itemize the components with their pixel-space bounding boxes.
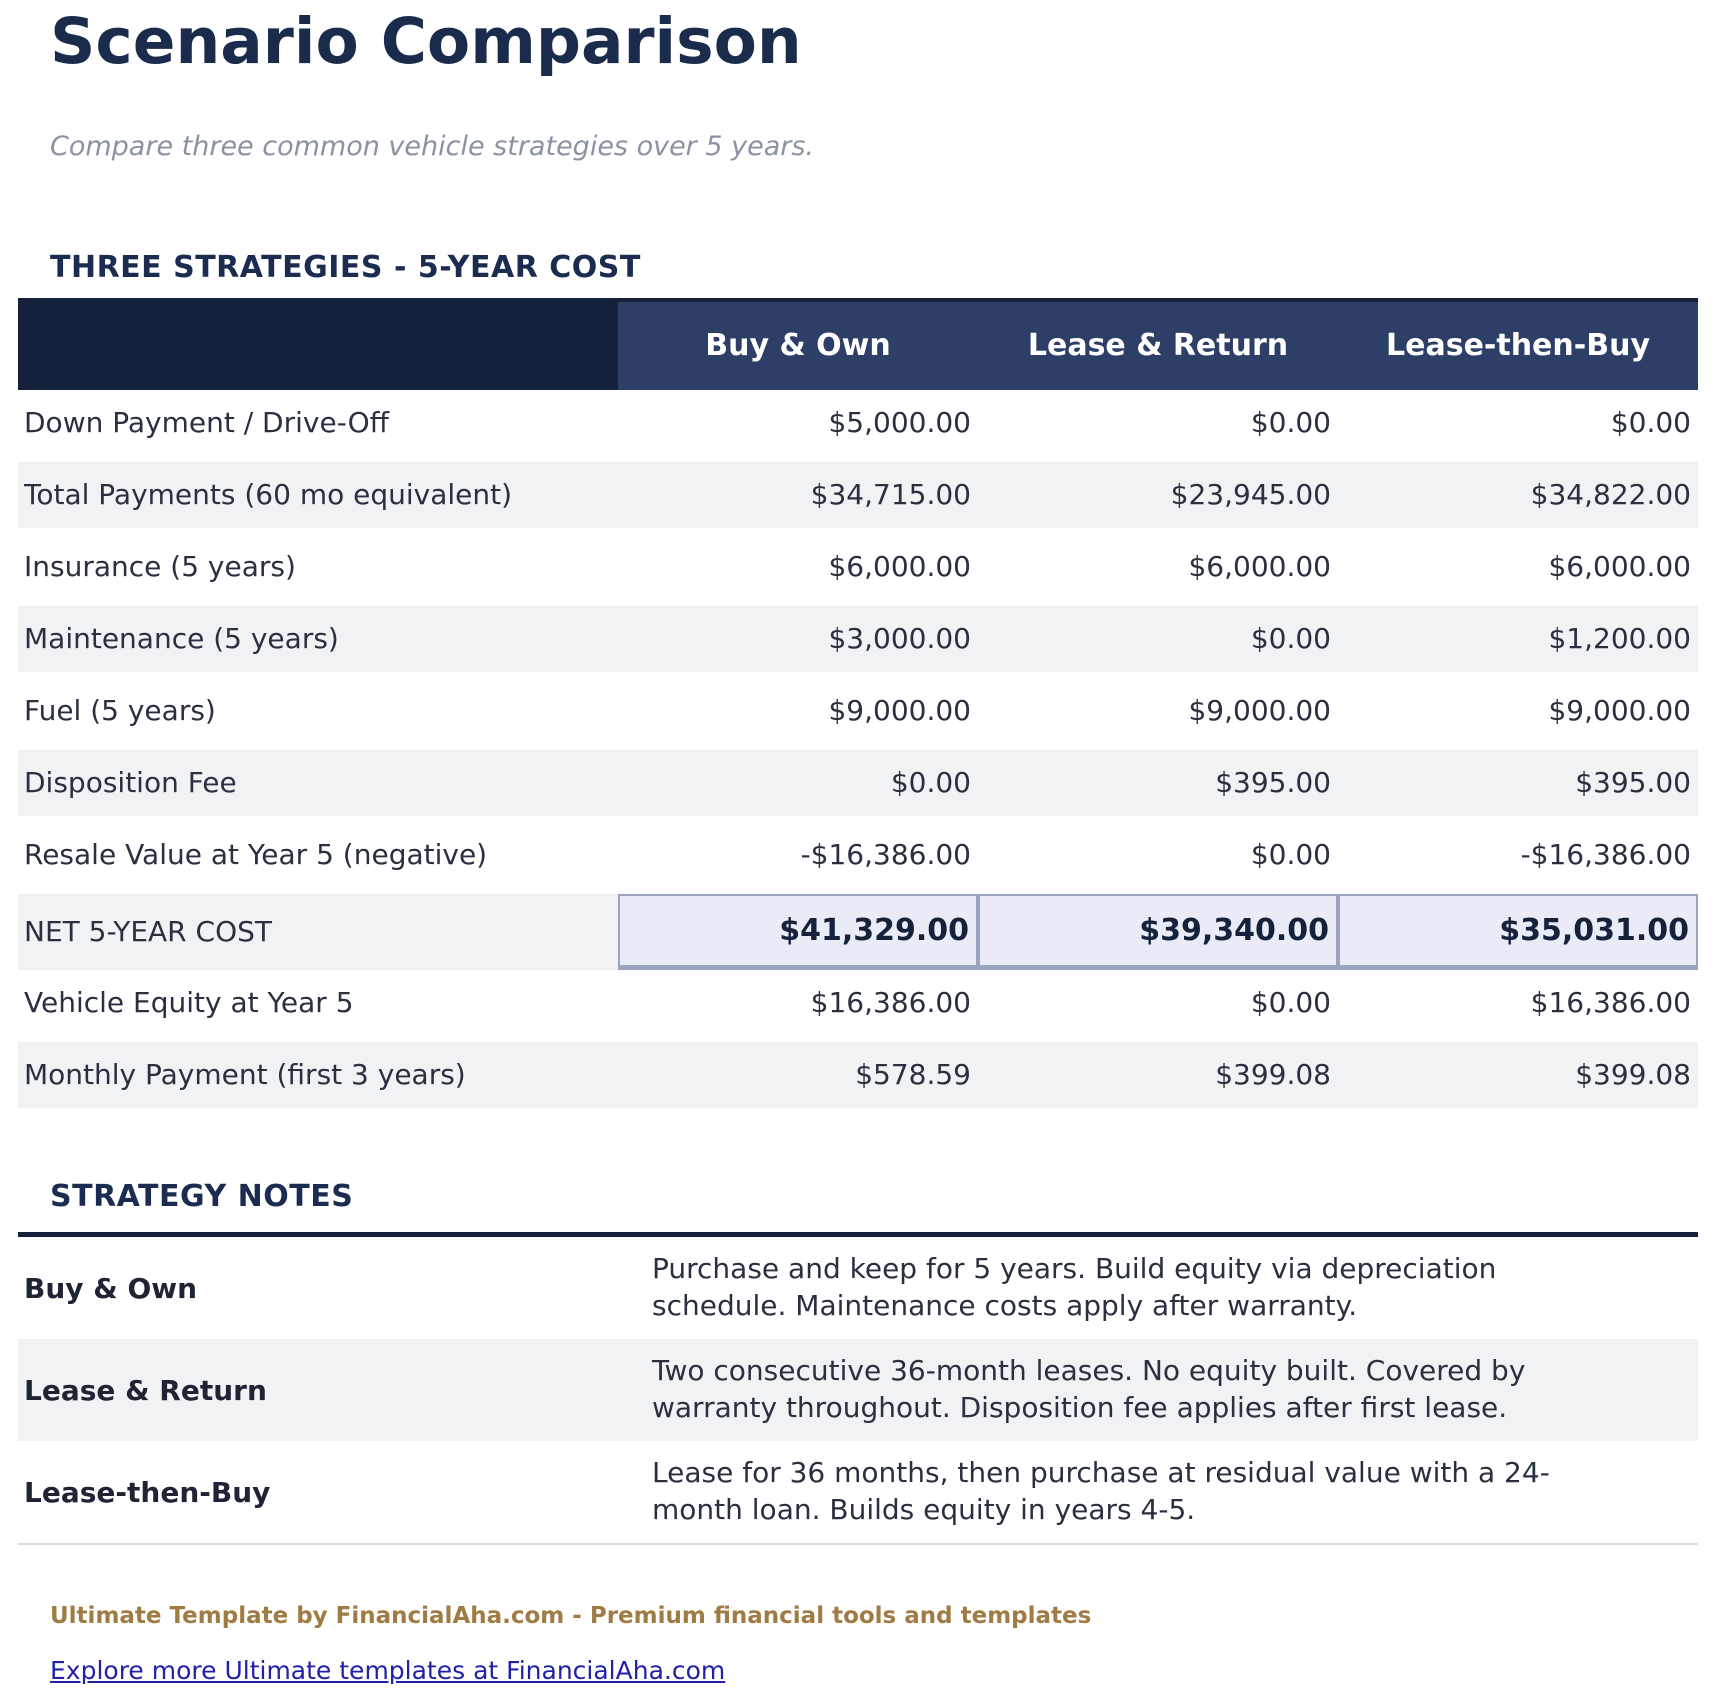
row-value: $0.00 xyxy=(978,969,1338,1042)
note-text: Purchase and keep for 5 years. Build equ… xyxy=(618,1237,1698,1340)
column-header-buy-own: Buy & Own xyxy=(618,297,978,390)
row-value: $399.08 xyxy=(1338,1041,1698,1114)
net-cost-row: NET 5-YEAR COST $41,329.00 $39,340.00 $3… xyxy=(18,893,1698,970)
row-value: $578.59 xyxy=(618,1041,978,1114)
row-label: Down Payment / Drive-Off xyxy=(18,389,618,462)
table-row: Monthly Payment (first 3 years) $578.59 … xyxy=(18,1041,1698,1114)
row-value: $0.00 xyxy=(978,605,1338,678)
table-row: Vehicle Equity at Year 5 $16,386.00 $0.0… xyxy=(18,969,1698,1042)
section-title-comparison: THREE STRATEGIES - 5-YEAR COST xyxy=(50,250,641,286)
row-value: $16,386.00 xyxy=(618,969,978,1042)
row-value: $9,000.00 xyxy=(978,677,1338,750)
table-row: Down Payment / Drive-Off $5,000.00 $0.00… xyxy=(18,389,1698,462)
row-label: Fuel (5 years) xyxy=(18,677,618,750)
table-row: Insurance (5 years) $6,000.00 $6,000.00 … xyxy=(18,533,1698,606)
row-value: $34,715.00 xyxy=(618,461,978,534)
note-label: Lease & Return xyxy=(18,1339,618,1442)
note-label: Lease-then-Buy xyxy=(18,1441,618,1544)
column-header-lease-then-buy: Lease-then-Buy xyxy=(1338,297,1698,390)
corner-cell xyxy=(18,297,618,390)
row-label: Monthly Payment (first 3 years) xyxy=(18,1041,618,1114)
row-value: $399.08 xyxy=(978,1041,1338,1114)
row-label: Disposition Fee xyxy=(18,749,618,822)
row-value: $6,000.00 xyxy=(1338,533,1698,606)
explore-templates-link[interactable]: Explore more Ultimate templates at Finan… xyxy=(50,1656,726,1686)
note-label: Buy & Own xyxy=(18,1237,618,1340)
row-value: $6,000.00 xyxy=(618,533,978,606)
row-label: Insurance (5 years) xyxy=(18,533,618,606)
table-row: Maintenance (5 years) $3,000.00 $0.00 $1… xyxy=(18,605,1698,678)
note-row: Lease-then-Buy Lease for 36 months, then… xyxy=(18,1441,1698,1544)
column-header-lease-return: Lease & Return xyxy=(978,297,1338,390)
row-value: -$16,386.00 xyxy=(1338,821,1698,894)
section-title-notes: STRATEGY NOTES xyxy=(50,1178,354,1214)
row-value: $0.00 xyxy=(1338,389,1698,462)
branding-text: Ultimate Template by FinancialAha.com - … xyxy=(50,1603,1092,1630)
row-value: $9,000.00 xyxy=(618,677,978,750)
net-cost-value: $39,340.00 xyxy=(978,893,1338,970)
note-text: Lease for 36 months, then purchase at re… xyxy=(618,1441,1698,1544)
row-value: $3,000.00 xyxy=(618,605,978,678)
row-label: Total Payments (60 mo equivalent) xyxy=(18,461,618,534)
row-value: $16,386.00 xyxy=(1338,969,1698,1042)
note-text: Two consecutive 36-month leases. No equi… xyxy=(618,1339,1698,1442)
row-value: $395.00 xyxy=(1338,749,1698,822)
net-cost-value: $35,031.00 xyxy=(1338,893,1698,970)
row-label: Resale Value at Year 5 (negative) xyxy=(18,821,618,894)
row-label: NET 5-YEAR COST xyxy=(18,893,618,970)
strategy-notes-table: Buy & Own Purchase and keep for 5 years.… xyxy=(18,1232,1698,1546)
row-value: $34,822.00 xyxy=(1338,461,1698,534)
row-label: Vehicle Equity at Year 5 xyxy=(18,969,618,1042)
note-row: Buy & Own Purchase and keep for 5 years.… xyxy=(18,1237,1698,1340)
net-cost-value: $41,329.00 xyxy=(618,893,978,970)
row-value: $5,000.00 xyxy=(618,389,978,462)
row-value: $23,945.00 xyxy=(978,461,1338,534)
row-value: $0.00 xyxy=(978,821,1338,894)
page-title: Scenario Comparison xyxy=(50,5,802,78)
row-label: Maintenance (5 years) xyxy=(18,605,618,678)
row-value: $9,000.00 xyxy=(1338,677,1698,750)
row-value: $0.00 xyxy=(978,389,1338,462)
row-value: -$16,386.00 xyxy=(618,821,978,894)
row-value: $1,200.00 xyxy=(1338,605,1698,678)
row-value: $6,000.00 xyxy=(978,533,1338,606)
header-row: Buy & Own Lease & Return Lease-then-Buy xyxy=(18,297,1698,390)
row-value: $0.00 xyxy=(618,749,978,822)
table-row: Fuel (5 years) $9,000.00 $9,000.00 $9,00… xyxy=(18,677,1698,750)
table-row: Total Payments (60 mo equivalent) $34,71… xyxy=(18,461,1698,534)
table-row: Disposition Fee $0.00 $395.00 $395.00 xyxy=(18,749,1698,822)
table-row: Resale Value at Year 5 (negative) -$16,3… xyxy=(18,821,1698,894)
row-value: $395.00 xyxy=(978,749,1338,822)
note-row: Lease & Return Two consecutive 36-month … xyxy=(18,1339,1698,1442)
comparison-table: Buy & Own Lease & Return Lease-then-Buy … xyxy=(18,297,1698,1114)
page-subtitle: Compare three common vehicle strategies … xyxy=(50,131,815,162)
